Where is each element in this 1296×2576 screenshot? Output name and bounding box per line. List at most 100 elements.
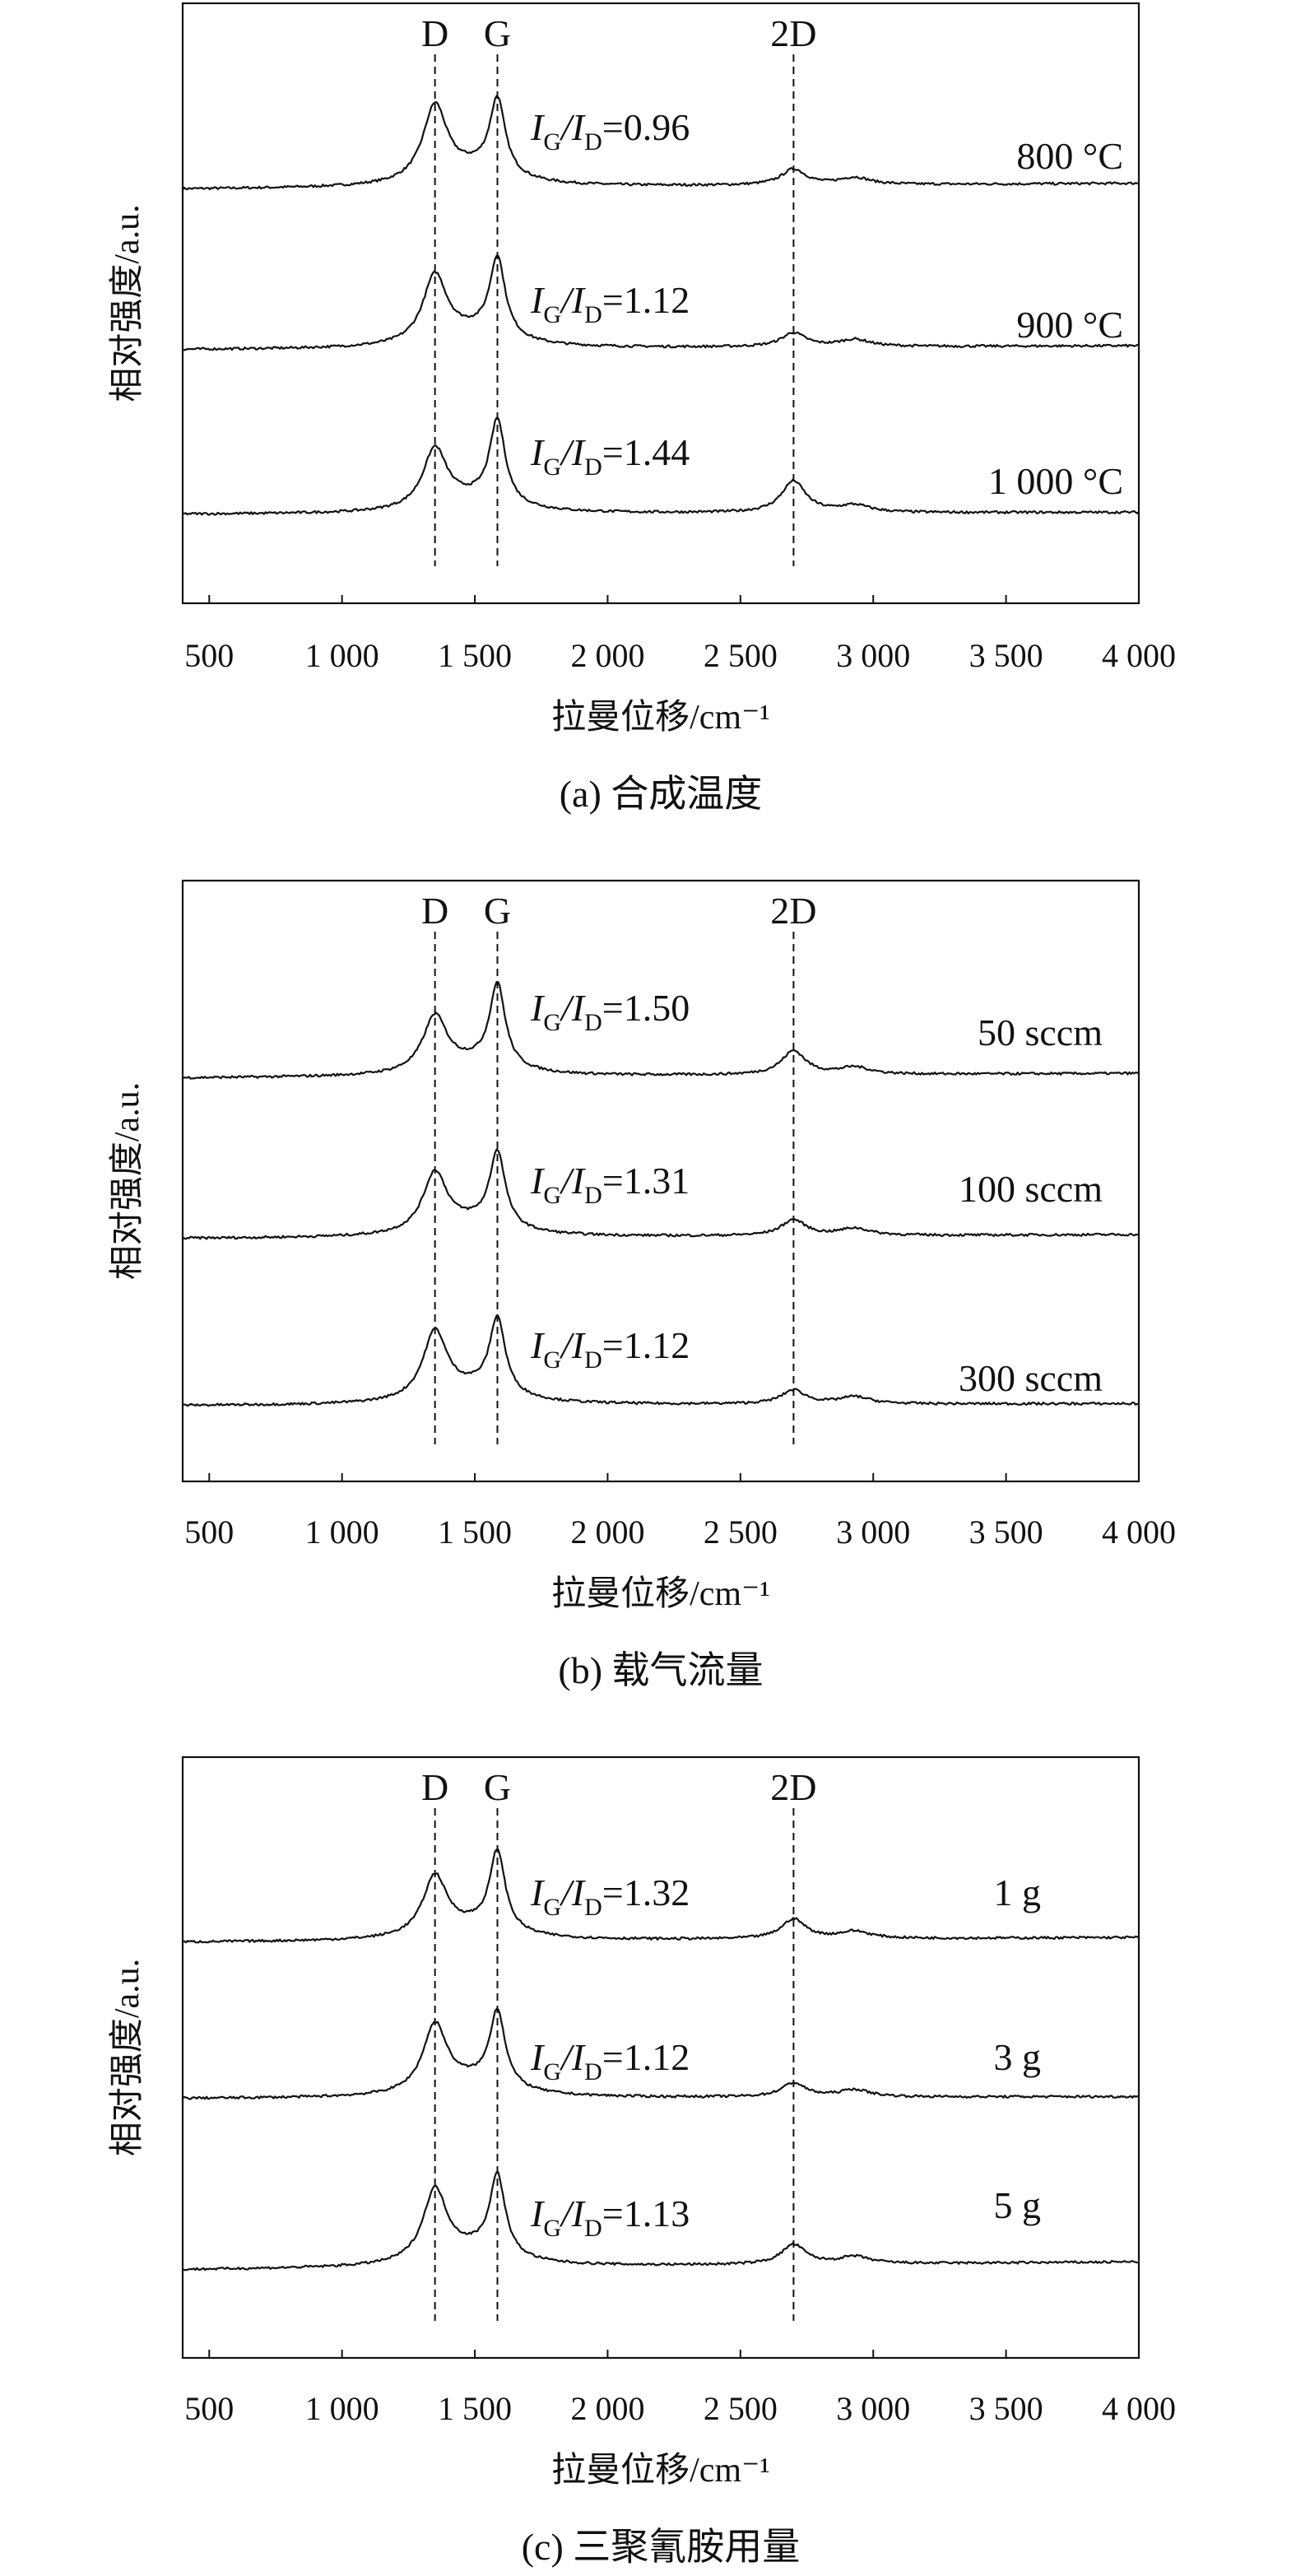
panel-caption: (c) 三聚氰胺用量 (522, 2526, 801, 2568)
x-axis-label: 拉曼位移/cm⁻¹ (551, 2451, 770, 2490)
ratio-part: =1.12 (602, 2036, 690, 2078)
series-label: 100 sccm (959, 1168, 1103, 1210)
peak-label-2d: 2D (770, 890, 816, 932)
x-tick-label: 1 000 (305, 637, 379, 674)
x-tick-label: 1 500 (438, 2390, 512, 2427)
ratio-part: /I (559, 1324, 587, 1366)
ratio-label: IG/ID=1.13 (530, 2192, 690, 2242)
x-tick-label: 500 (184, 1514, 234, 1551)
panel-caption: (a) 合成温度 (560, 773, 763, 815)
peak-label-d: D (421, 1766, 448, 1808)
spectrum-line (182, 95, 1140, 191)
spectrum-line (182, 2171, 1140, 2271)
ratio-part: I (530, 1160, 546, 1202)
ratio-label: IG/ID=1.50 (530, 987, 690, 1036)
ratio-part: D (584, 2215, 602, 2242)
series-label: 900 °C (1016, 304, 1123, 346)
x-tick-label: 3 500 (969, 1514, 1043, 1551)
ratio-part: G (543, 128, 561, 156)
x-tick-label: 3 500 (969, 2390, 1043, 2427)
plot-frame (181, 2, 1140, 605)
peak-label-2d: 2D (770, 12, 816, 54)
ratio-label: IG/ID=0.96 (530, 106, 690, 156)
ratio-label: IG/ID=1.31 (530, 1160, 690, 1209)
ratio-part: I (530, 2036, 546, 2078)
ratio-part: =1.50 (602, 987, 690, 1029)
ratio-part: /I (559, 431, 587, 473)
ratio-part: I (530, 106, 546, 148)
ratio-part: I (530, 2192, 546, 2234)
ratio-part: I (530, 279, 546, 321)
ratio-part: /I (559, 2192, 587, 2234)
ratio-part: G (543, 1182, 561, 1209)
ratio-part: /I (559, 987, 587, 1029)
series-label: 300 sccm (959, 1357, 1103, 1399)
x-tick-label: 4 000 (1102, 637, 1176, 674)
ratio-part: =1.31 (602, 1160, 690, 1202)
ratio-label: IG/ID=1.32 (530, 1872, 690, 1921)
ratio-part: =1.13 (602, 2192, 690, 2234)
ratio-part: D (584, 1009, 602, 1036)
ratio-part: G (543, 1346, 561, 1374)
x-axis-label: 拉曼位移/cm⁻¹ (551, 698, 770, 737)
x-tick-label: 4 000 (1102, 1514, 1176, 1551)
ratio-part: /I (559, 2036, 587, 2078)
spectrum-line (182, 1148, 1140, 1240)
y-axis-label: 相对强度/a.u. (109, 1082, 146, 1280)
ratio-part: D (584, 1182, 602, 1209)
peak-label-g: G (484, 890, 511, 932)
spectrum-line (182, 981, 1140, 1080)
x-tick-label: 500 (184, 637, 234, 674)
ratio-part: D (584, 301, 602, 328)
x-tick-label: 2 500 (704, 1514, 778, 1551)
peak-label-d: D (421, 890, 448, 932)
ratio-part: =1.12 (602, 1324, 690, 1366)
x-axis-label: 拉曼位移/cm⁻¹ (551, 1574, 770, 1613)
ratio-label: IG/ID=1.44 (530, 431, 690, 481)
spectrum-line (182, 2007, 1140, 2100)
panel-3: D G 2D1 gIG/ID=1.323 gIG/ID=1.125 gIG/ID=1… (109, 1755, 1176, 2568)
ratio-part: G (543, 2058, 561, 2085)
x-tick-label: 3 000 (836, 1514, 910, 1551)
spectrum-line (182, 254, 1140, 351)
ratio-label: IG/ID=1.12 (530, 279, 690, 328)
x-tick-label: 1 000 (305, 2390, 379, 2427)
ratio-part: I (530, 431, 546, 473)
x-tick-label: 2 000 (570, 2390, 644, 2427)
ratio-part: I (530, 1324, 546, 1366)
peak-label-g: G (484, 1766, 511, 1808)
ratio-part: /I (559, 1160, 587, 1202)
spectrum-line (183, 416, 1140, 516)
ratio-part: G (543, 1894, 561, 1921)
series-label: 5 g (994, 2184, 1042, 2226)
ratio-part: G (543, 2215, 561, 2242)
ratio-part: D (584, 453, 602, 481)
ratio-label: IG/ID=1.12 (530, 2036, 690, 2085)
peak-label-d: D (421, 12, 448, 54)
y-axis-label: 相对强度/a.u. (109, 204, 146, 402)
peak-label-2d: 2D (770, 1766, 816, 1808)
ratio-part: G (543, 301, 561, 328)
ratio-part: =1.32 (602, 1872, 690, 1913)
x-tick-label: 3 000 (836, 2390, 910, 2427)
panel-caption: (b) 载气流量 (558, 1649, 763, 1691)
ratio-part: D (584, 2058, 602, 2085)
series-label: 50 sccm (978, 1011, 1103, 1053)
series-label: 3 g (994, 2036, 1042, 2078)
spectrum-line (182, 1848, 1140, 1944)
ratio-label: IG/ID=1.12 (530, 1324, 690, 1374)
series-label: 800 °C (1016, 135, 1123, 177)
ratio-part: I (530, 1872, 546, 1913)
x-tick-label: 2 000 (570, 1514, 644, 1551)
ratio-part: G (543, 453, 561, 481)
ratio-part: I (530, 987, 546, 1029)
y-axis-label: 相对强度/a.u. (109, 1959, 146, 2156)
x-tick-label: 1 000 (305, 1514, 379, 1551)
peak-label-g: G (484, 12, 511, 54)
series-label: 1 000 °C (988, 460, 1123, 502)
ratio-part: /I (559, 106, 587, 148)
ratio-part: D (584, 128, 602, 156)
x-tick-label: 3 500 (969, 637, 1043, 674)
